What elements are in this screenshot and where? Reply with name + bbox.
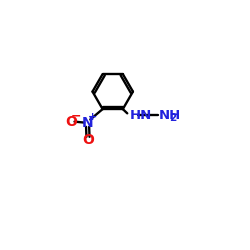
Text: +: + bbox=[88, 112, 98, 122]
Text: N: N bbox=[82, 116, 94, 130]
Text: NH: NH bbox=[159, 108, 181, 122]
Text: 2: 2 bbox=[170, 113, 177, 123]
Text: −: − bbox=[71, 109, 81, 122]
Text: O: O bbox=[82, 133, 94, 147]
Text: HN: HN bbox=[130, 109, 152, 122]
Text: O: O bbox=[65, 114, 77, 128]
